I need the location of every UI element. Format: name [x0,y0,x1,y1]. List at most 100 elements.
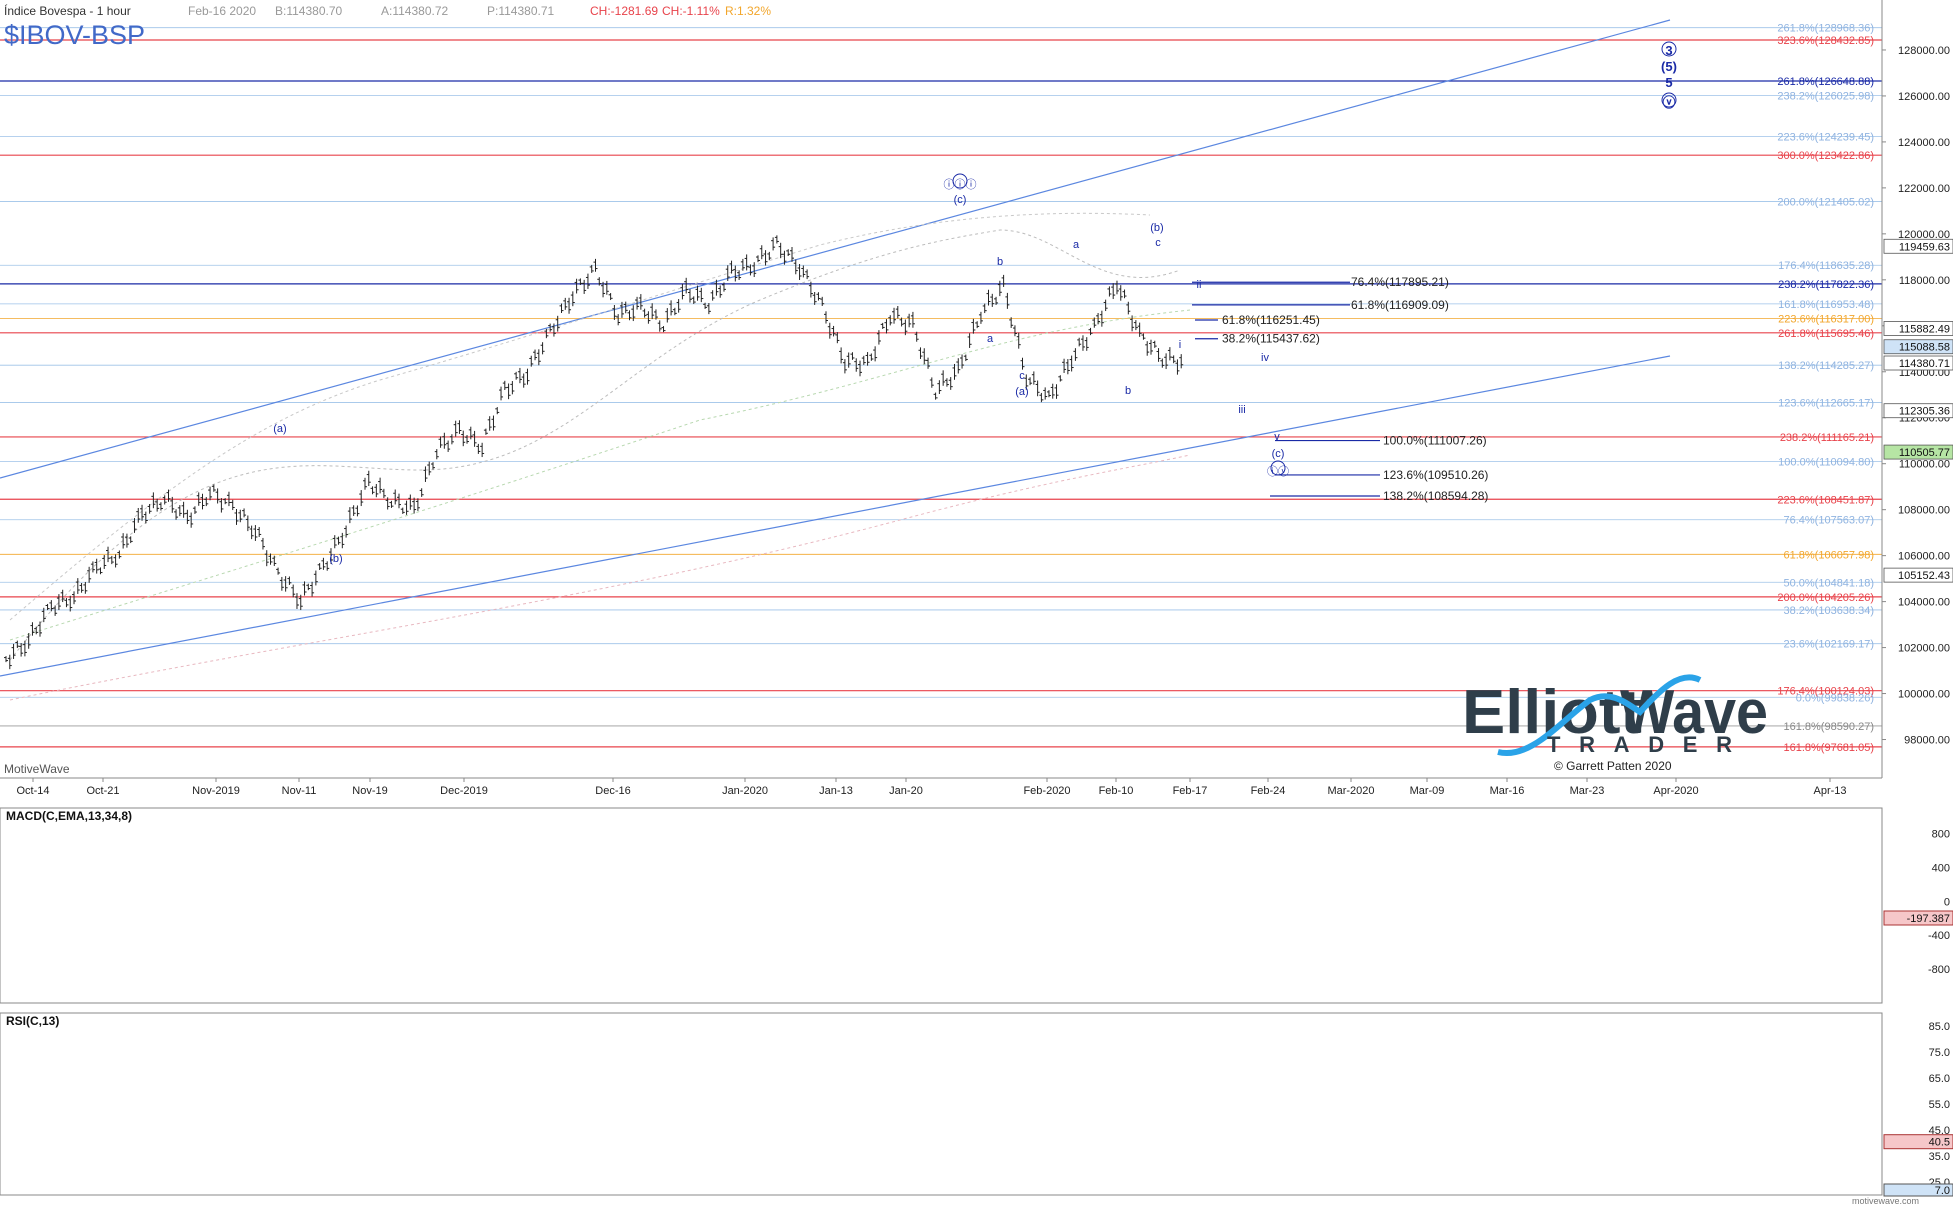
time-axis-tick-label: Feb-10 [1099,785,1134,797]
time-axis-tick-label: Dec-2019 [440,785,488,797]
macd-axis-tick-label: 400 [1932,862,1950,874]
time-axis-tick-label: Apr-13 [1813,785,1846,797]
time-axis-tick-label: Dec-16 [595,785,630,797]
wave-label-circle [1270,460,1286,476]
price-marker-box [1883,321,1953,336]
time-axis-tick-label: Mar-23 [1570,785,1605,797]
fib-level-label: 238.2%(111165.21) [1780,432,1874,444]
moving-average-line [9,454,1191,701]
time-axis-tick-label: Apr-2020 [1653,785,1698,797]
channel-upper-line [0,19,1671,479]
price-axis-tick-label: 118000.00 [1899,275,1950,287]
price-axis-tick-label: 128000.00 [1898,45,1950,57]
fib-level-label: 176.4%(100124.03) [1777,686,1874,698]
macd-value-box [1883,910,1953,926]
header-range: R:1.32% [725,4,771,18]
header-date: Feb-16 2020 [188,4,256,18]
price-axis-bg [1882,0,1953,778]
wave-label-circle [1661,92,1677,108]
time-axis-tick-label: Oct-14 [16,785,49,797]
fib-level-label: 38.2%(103638.34) [1783,605,1874,617]
logo-wave: Wave [1620,678,1768,747]
source-label: MotiveWave [4,762,70,776]
channel-lower-line [0,355,1671,677]
wave-label: ⓘⓥ [1267,465,1289,478]
rsi-value-label: 40.5 [1929,1137,1950,1149]
header-change-pct: CH:-1.11% [662,4,720,18]
fib-level-label: 200.0%(104205.26) [1777,592,1874,604]
macd-title: MACD(C,EMA,13,34,8) [6,809,132,823]
projection-label: 138.2%(108594.28) [1383,489,1488,503]
rsi-title: RSI(C,13) [6,1014,59,1028]
wave-label: ⓘⓘⓘ [944,178,977,191]
time-axis-tick-label: Feb-17 [1173,785,1208,797]
time-axis-tick-label: Jan-13 [819,785,853,797]
price-axis-tick-label: 126000.00 [1898,91,1950,103]
wave-label: (b) [1150,222,1163,234]
wave-label: (c) [954,194,967,206]
time-axis-tick-label: Jan-2020 [722,785,768,797]
price-marker-label: 105152.43 [1898,570,1950,582]
wave-label: c [1019,370,1025,382]
rsi-axis-tick-label: 65.0 [1929,1073,1950,1085]
price-axis-tick-label: 104000.00 [1898,597,1950,609]
time-axis-tick-label: Mar-16 [1490,785,1525,797]
price-axis-tick-label: 106000.00 [1898,551,1950,563]
macd-axis-tick-label: 0 [1944,896,1950,908]
wave-label: (c) [1272,448,1285,460]
wave-label: b [1125,385,1131,397]
time-axis-tick-label: Nov-19 [352,785,387,797]
macd-axis-tick-label: 800 [1932,828,1950,840]
time-axis-tick-label: Oct-21 [86,785,119,797]
fib-level-label: 300.0%(123422.86) [1777,150,1874,162]
fib-level-label: 23.6%(102169.17) [1783,639,1874,651]
rsi-value-box [1883,1134,1953,1150]
wave-label: iii [1238,404,1245,416]
watermark: motivewave.com [1852,1196,1919,1206]
header-ask: A:114380.72 [381,4,448,18]
fib-level-label: 176.4%(118635.28) [1778,260,1874,272]
wave-label: (5) [1661,59,1677,74]
wave-label: b [997,256,1003,268]
fib-level-label: 0.0%(99838.26) [1796,692,1874,704]
fib-level-label: 76.4%(107563.07) [1783,515,1874,527]
macd-axis-tick-label: -800 [1928,964,1950,976]
wave-label: ⓥ [1662,95,1675,110]
fib-level-label: 223.6%(124239.45) [1777,131,1874,143]
price-marker-label: 119459.63 [1899,241,1950,253]
projection-label: 123.6%(109510.26) [1383,468,1488,482]
price-marker-box [1883,567,1953,583]
price-axis-tick-label: 110000.00 [1899,459,1950,471]
price-axis-tick-label: 120000.00 [1898,229,1950,241]
time-axis-tick-label: Mar-09 [1410,785,1445,797]
logo-elliott: Elliott [1462,678,1642,747]
rsi-extra-label: 7.0 [1935,1185,1950,1197]
price-axis-tick-label: 100000.00 [1898,689,1950,701]
macd-value-label: -197.387 [1907,913,1950,925]
price-axis-tick-label: 102000.00 [1898,643,1950,655]
fib-level-label: 223.6%(116317.00) [1778,314,1874,326]
fib-level-label: 61.8%(106057.98) [1783,549,1874,561]
price-marker-label: 115088.58 [1899,342,1950,354]
rsi-axis-tick-label: 45.0 [1929,1125,1950,1137]
time-axis-tick-label: Mar-2020 [1327,785,1374,797]
time-axis-tick-label: Nov-2019 [192,785,240,797]
projection-label: 38.2%(115437.62) [1222,332,1320,346]
wave-label: v [1274,431,1280,443]
projection-label: 76.4%(117895.21) [1351,275,1449,289]
moving-average-line [9,229,1181,661]
price-marker-box [1883,403,1953,419]
wave-label: 3 [1665,43,1672,58]
rsi-axis-tick-label: 35.0 [1929,1151,1950,1163]
time-axis-tick-label: Feb-2020 [1023,785,1070,797]
projection-label: 61.8%(116251.45) [1222,313,1320,327]
wave-label: a [987,333,994,345]
price-axis-tick-label: 98000.00 [1904,735,1950,747]
fib-level-label: 261.8%(128968.36) [1777,23,1874,35]
wave-label: (b) [329,553,342,565]
macd-axis-tick-label: -400 [1928,930,1950,942]
projection-label: 61.8%(116909.09) [1351,298,1449,312]
moving-average-line [9,309,1191,641]
